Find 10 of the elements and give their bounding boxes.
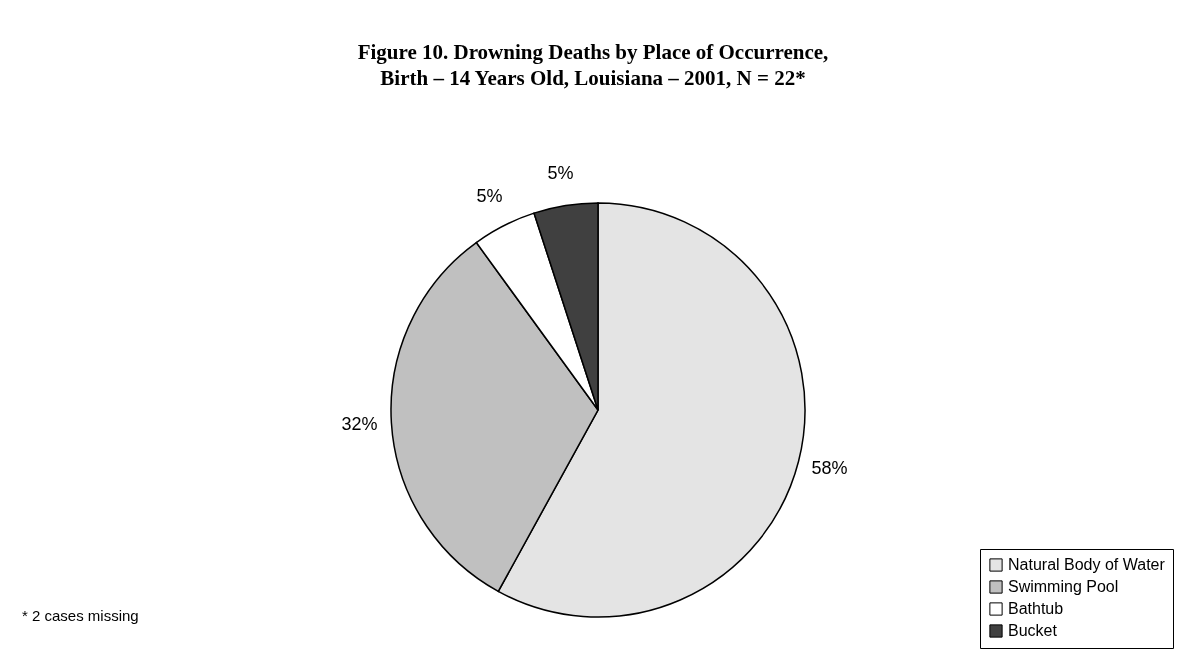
text: * 2 cases missing [22, 607, 139, 624]
data-label: 58% [811, 458, 848, 479]
chart-title: Figure 10. Drowning Deaths by Place of Occurrence, Birth – 14 Years Old, Louisiana – 2001, N = 22* [357, 40, 829, 90]
data-label: 5% [476, 186, 503, 207]
legend-label: Natural Body of Water [1008, 556, 1166, 573]
legend-label: Bucket [1008, 622, 1058, 639]
legend-label: Bathtub [1008, 600, 1064, 617]
data-label: 32% [341, 414, 378, 435]
legend-label: Swimming Pool [1008, 578, 1119, 595]
data-label: 5% [547, 162, 574, 183]
